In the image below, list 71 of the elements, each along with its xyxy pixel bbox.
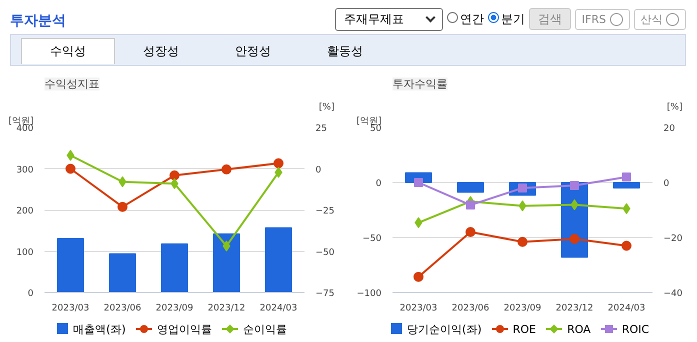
text: 안정성: [234, 43, 272, 60]
x-tick-label: 2023/06: [452, 304, 490, 314]
y-axis-title: [억원]: [8, 116, 34, 126]
text: 분기: [500, 12, 525, 26]
x-tick-label: 2023/06: [104, 304, 142, 314]
text: 연간: [460, 12, 484, 26]
y2-tick-label: −25: [316, 206, 334, 216]
x-tick-label: 2023/09: [156, 304, 194, 314]
y2-tick-label: −20: [664, 234, 683, 244]
point: [466, 200, 475, 210]
point: [414, 178, 423, 187]
legend-label: ROIC: [622, 323, 650, 336]
point: [274, 158, 284, 168]
text: IFRS: [574, 9, 630, 30]
text: 투자분석: [10, 12, 66, 30]
point: [518, 236, 528, 247]
y2-axis-title: [%]: [318, 102, 335, 112]
x-tick-label: 2023/09: [504, 304, 542, 314]
legend-label: 영업이익률: [156, 323, 212, 336]
text: 수익성: [21, 38, 115, 64]
legend-label: ROE: [512, 323, 536, 336]
x-tick-label: 2023/03: [52, 304, 90, 314]
x-tick-label: 2024/03: [608, 304, 646, 314]
point: [622, 172, 631, 182]
y2-tick-label: 0: [316, 165, 322, 176]
chart-title: 수익성지표: [44, 78, 100, 90]
text: 검색: [528, 8, 571, 30]
legend-label: ROA: [567, 323, 591, 336]
bar: [57, 238, 84, 292]
point: [622, 240, 632, 251]
x-tick-label: 2023/12: [208, 304, 246, 314]
y2-tick-label: −40: [664, 289, 683, 299]
y-tick-label: 400: [16, 124, 34, 134]
legend-label: 당기순이익(좌): [407, 323, 482, 336]
text: 산식: [634, 9, 686, 30]
point: [414, 272, 424, 282]
point: [570, 234, 580, 244]
y-tick-label: 300: [16, 165, 34, 176]
point: [118, 202, 128, 212]
text: 성장성: [142, 43, 180, 60]
point: [66, 164, 76, 174]
y2-axis-title: [%]: [666, 102, 683, 112]
y2-tick-label: 20: [664, 124, 676, 134]
x-tick-label: 2023/03: [400, 304, 438, 314]
y2-tick-label: −50: [316, 248, 335, 258]
text: 활동성: [326, 43, 364, 60]
y-axis-title: [억원]: [356, 116, 382, 126]
bar: [109, 253, 136, 292]
legend-label: 매출액(좌): [73, 323, 126, 336]
point: [466, 227, 476, 237]
chart-title: 투자수익률: [392, 78, 448, 90]
y-tick-label: −100: [356, 289, 382, 299]
point: [170, 170, 180, 180]
y-tick-label: 0: [28, 289, 34, 299]
legend-label: 순이익률: [242, 323, 287, 336]
point: [222, 164, 232, 174]
bar: [265, 227, 292, 292]
bar: [161, 243, 188, 292]
x-tick-label: 2024/03: [260, 304, 298, 314]
y-tick-label: 200: [16, 206, 34, 216]
y-tick-label: 0: [376, 179, 382, 189]
point: [570, 181, 579, 190]
text: 주재무제표: [334, 8, 443, 31]
y-tick-label: 100: [16, 248, 34, 258]
x-tick-label: 2023/12: [556, 304, 594, 314]
y2-tick-label: 25: [316, 124, 327, 134]
y2-tick-label: −75: [316, 289, 334, 299]
y-tick-label: −50: [362, 234, 382, 244]
y-tick-label: 50: [370, 124, 382, 134]
y2-tick-label: 0: [664, 179, 670, 189]
bar: [213, 233, 240, 292]
